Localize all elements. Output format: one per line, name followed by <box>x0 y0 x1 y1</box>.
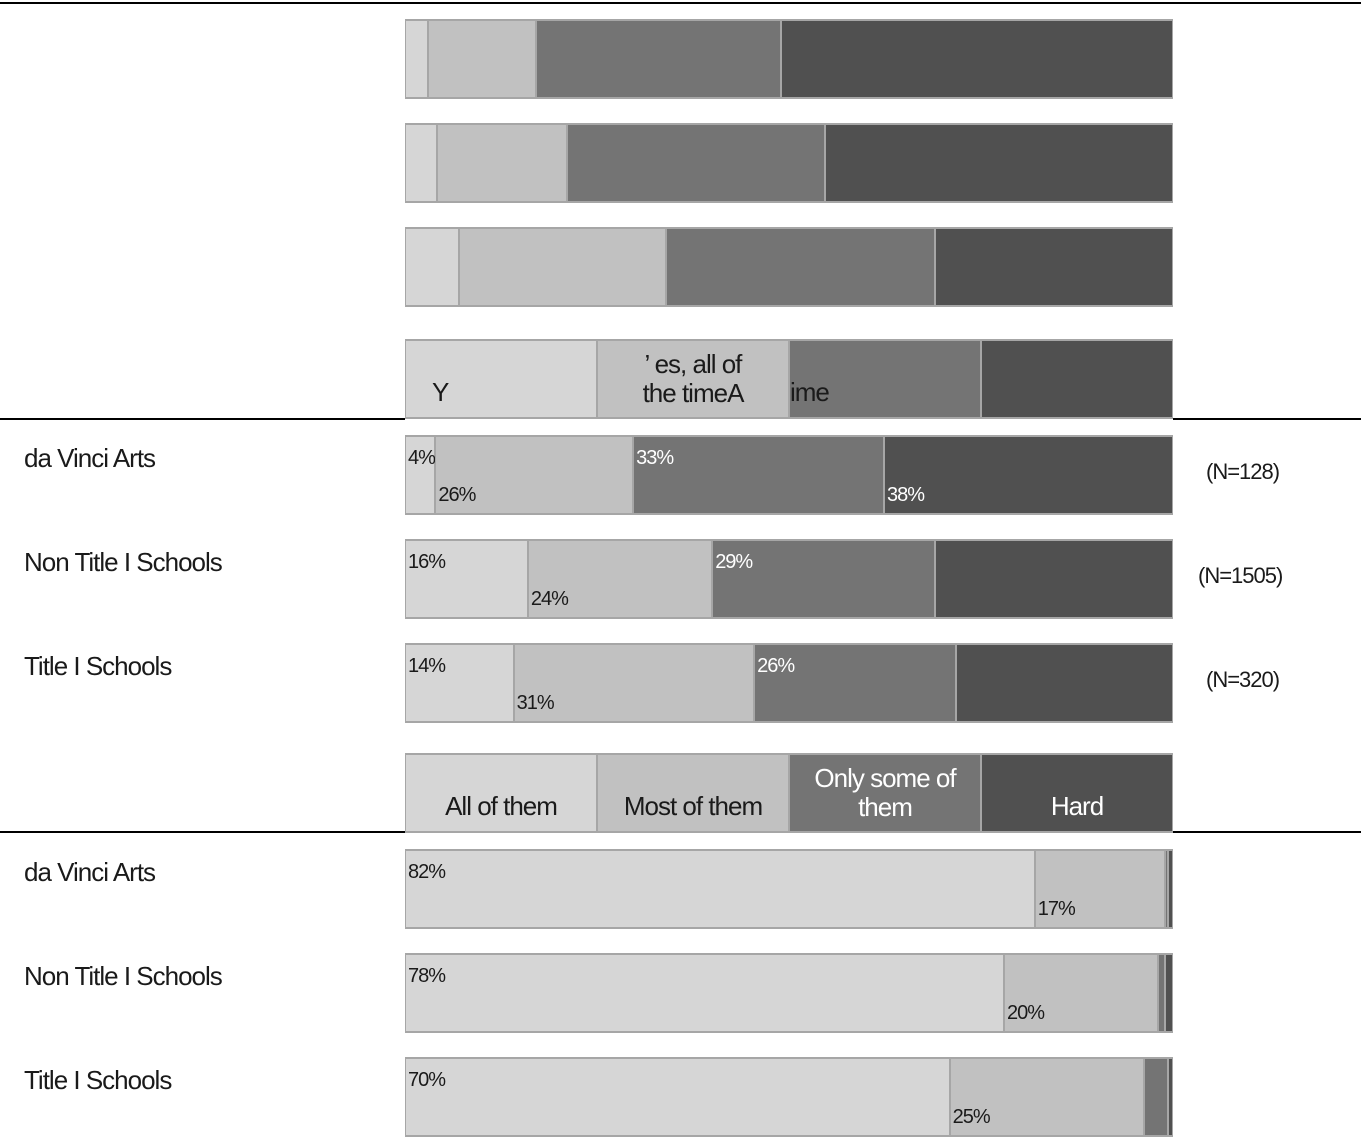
sample-size-label: (N=320) <box>1206 667 1280 692</box>
data-label: 33% <box>636 447 674 469</box>
rule-bottom-left <box>0 831 405 833</box>
row-label: Non Title I Schools <box>24 961 223 991</box>
bar-segment <box>934 227 1173 307</box>
stacked-bar: 70% 25% <box>405 1057 1173 1137</box>
row-label: da Vinci Arts <box>24 857 156 887</box>
sample-size-label: (N=1505) <box>1198 563 1283 588</box>
bar-segment: 78% <box>405 953 1005 1033</box>
bar-segment <box>405 19 429 99</box>
row-label: Non Title I Schools <box>24 547 223 577</box>
data-label: 20% <box>1007 1002 1045 1024</box>
bar-segment: 31% <box>513 643 755 723</box>
bar-segment: 29% <box>712 539 935 619</box>
bar-segment: 33% <box>633 435 885 515</box>
data-label: 25% <box>952 1106 991 1128</box>
legend-all-of-them: All of them <box>405 753 597 833</box>
stacked-bar <box>405 19 1173 99</box>
stacked-bar <box>405 227 1173 307</box>
data-label: 26% <box>438 484 476 506</box>
bar-segment <box>458 227 667 307</box>
sample-size-label: (N=128) <box>1206 459 1280 484</box>
bar-segment <box>405 227 459 307</box>
bar-segment <box>666 227 935 307</box>
bar-segment <box>1157 953 1166 1033</box>
data-label: 4% <box>408 447 436 469</box>
bar-segment <box>566 123 826 203</box>
data-label: 14% <box>408 655 446 677</box>
legend-most-of-them: Most of them <box>597 753 789 833</box>
bar-segment <box>1167 1057 1173 1137</box>
bar-segment: 25% <box>949 1057 1145 1137</box>
stacked-bar: 78% 20% <box>405 953 1173 1033</box>
legend-only-some-of-them: Only some of them <box>789 753 981 833</box>
legend-mid: All of them Most of them Only some of th… <box>405 753 1173 833</box>
bar-segment: 82% <box>405 849 1035 929</box>
bar-segment <box>1144 1057 1168 1137</box>
row-label: da Vinci Arts <box>24 443 156 473</box>
bar-segment: 20% <box>1004 953 1158 1033</box>
stacked-bar: 4% 26% 33% 38% <box>405 435 1173 515</box>
bar-segment <box>955 643 1173 723</box>
bar-segment <box>428 19 536 99</box>
rule-bottom-right <box>1173 831 1361 833</box>
bar-segment <box>1165 953 1173 1033</box>
data-label: 31% <box>516 692 555 714</box>
bar-segment <box>405 123 438 203</box>
bar-segment: 16% <box>405 539 528 619</box>
legend-top-item-1: Y <box>405 339 597 419</box>
bar-segment <box>825 123 1173 203</box>
bar-segment: 4% <box>405 435 436 515</box>
data-label: 16% <box>408 551 446 573</box>
rule-mid-right <box>1173 418 1361 420</box>
legend-top-item-2: ’ es, all of the timeA <box>597 339 789 419</box>
bar-segment <box>1167 849 1173 929</box>
legend-top-item-3: ime <box>789 339 981 419</box>
bar-segment: 70% <box>405 1057 950 1137</box>
row-label: Title I Schools <box>24 1065 172 1095</box>
bar-segment <box>535 19 782 99</box>
data-label: 17% <box>1037 898 1076 920</box>
data-label: 78% <box>408 965 446 987</box>
data-label: 26% <box>757 655 795 677</box>
data-label: 38% <box>887 484 925 506</box>
bar-segment <box>934 539 1173 619</box>
stacked-bar: 16% 24% 29% <box>405 539 1173 619</box>
legend-top-item-4 <box>981 339 1173 419</box>
legend-top: Y ’ es, all of the timeA ime <box>405 339 1173 419</box>
rule-mid-left <box>0 418 405 420</box>
bar-segment: 26% <box>754 643 956 723</box>
data-label: 24% <box>530 588 569 610</box>
bar-segment: 24% <box>527 539 713 619</box>
top-rule <box>0 2 1361 4</box>
data-label: 82% <box>408 861 446 883</box>
bar-segment <box>781 19 1173 99</box>
bar-segment: 26% <box>435 435 634 515</box>
stacked-bar: 14% 31% 26% <box>405 643 1173 723</box>
bar-segment: 38% <box>884 435 1173 515</box>
bar-segment: 14% <box>405 643 514 723</box>
stacked-bar <box>405 123 1173 203</box>
bar-segment <box>1165 849 1168 929</box>
stacked-bar: 82% 17% <box>405 849 1173 929</box>
row-label: Title I Schools <box>24 651 172 681</box>
bar-segment: 17% <box>1034 849 1166 929</box>
bar-segment <box>437 123 567 203</box>
legend-hard: Hard <box>981 753 1173 833</box>
data-label: 29% <box>715 551 753 573</box>
data-label: 70% <box>408 1069 446 1091</box>
